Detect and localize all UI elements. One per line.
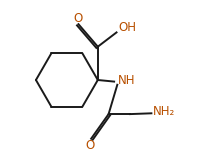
Text: NH: NH <box>118 73 136 87</box>
Text: O: O <box>73 12 82 25</box>
Text: NH₂: NH₂ <box>153 105 175 118</box>
Text: OH: OH <box>118 21 136 34</box>
Text: O: O <box>86 139 95 152</box>
